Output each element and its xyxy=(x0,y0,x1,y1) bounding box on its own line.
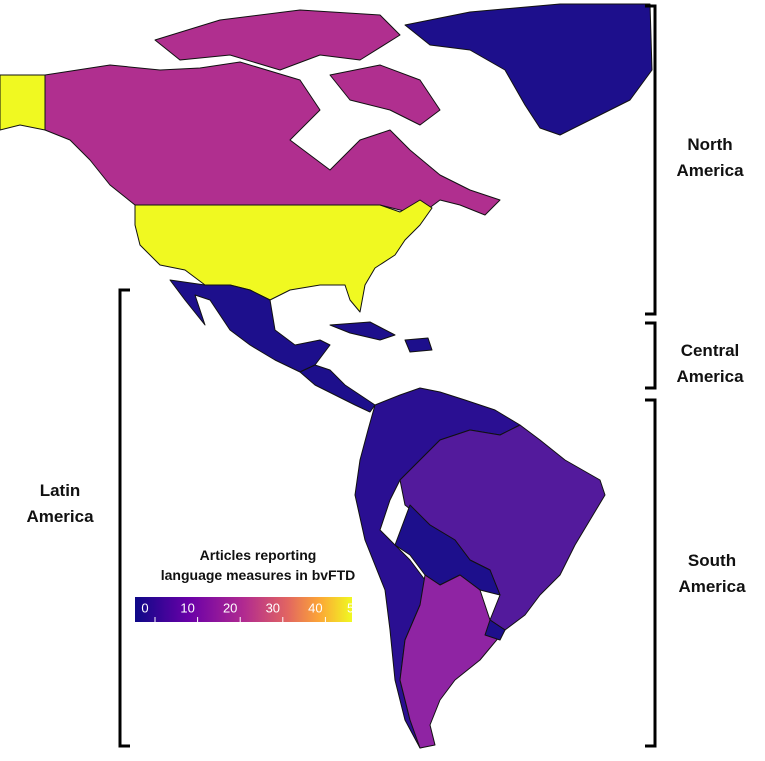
colorbar xyxy=(135,597,352,622)
bracket-central-america xyxy=(645,321,657,390)
colorbar-tick-label: 0 xyxy=(141,600,148,615)
uruguay xyxy=(484,619,506,641)
cuba xyxy=(329,321,396,341)
colorbar-ticks: 0 10 20 30 40 50+ xyxy=(141,600,369,622)
arctic-islands xyxy=(154,9,401,71)
bracket-north-america xyxy=(645,4,657,316)
baffin xyxy=(329,64,441,126)
colorbar-tick-label: 50+ xyxy=(347,600,369,615)
greenland xyxy=(404,3,653,136)
mexico xyxy=(169,279,331,373)
region-label: America xyxy=(678,577,746,596)
region-label: North xyxy=(687,135,732,154)
bracket-latin-america xyxy=(118,288,130,748)
legend-title: Articles reporting xyxy=(200,547,317,563)
alaska xyxy=(0,74,46,131)
hispaniola xyxy=(404,337,433,353)
colorbar-tick-label: 10 xyxy=(180,600,194,615)
usa xyxy=(134,199,433,313)
colorbar-tick-label: 20 xyxy=(223,600,237,615)
colorbar-tick-label: 40 xyxy=(308,600,322,615)
bracket-south-america xyxy=(645,398,657,748)
region-label: South xyxy=(688,551,736,570)
region-label: America xyxy=(26,507,94,526)
region-label: Latin xyxy=(40,481,81,500)
argentina xyxy=(399,574,506,749)
region-label: America xyxy=(676,367,744,386)
canada xyxy=(44,61,501,216)
region-label: Central xyxy=(681,341,740,360)
central-america xyxy=(299,364,376,413)
legend-title: language measures in bvFTD xyxy=(161,567,356,583)
colorbar-tick-label: 30 xyxy=(266,600,280,615)
region-label: America xyxy=(676,161,744,180)
